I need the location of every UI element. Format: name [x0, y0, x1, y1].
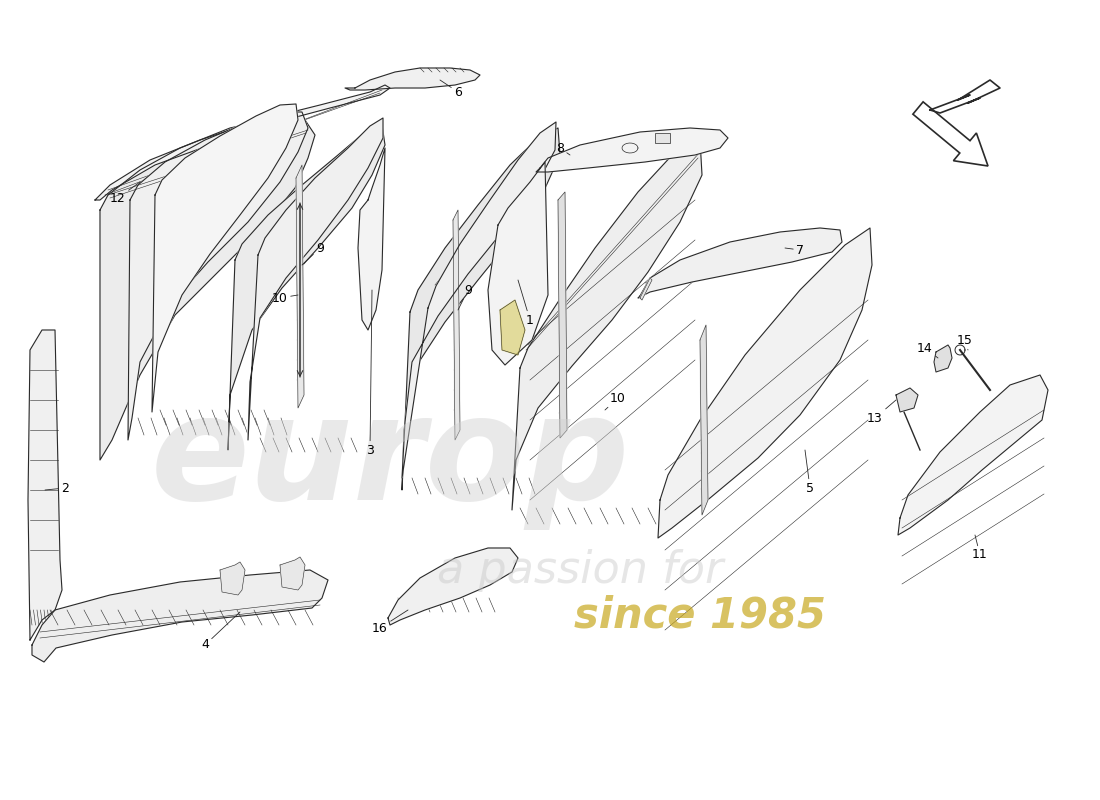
Polygon shape — [934, 345, 952, 372]
Polygon shape — [488, 162, 548, 365]
Polygon shape — [536, 128, 728, 172]
Polygon shape — [658, 228, 872, 538]
Text: 16: 16 — [372, 610, 408, 634]
Text: 10: 10 — [272, 291, 298, 305]
Polygon shape — [500, 300, 525, 355]
Polygon shape — [32, 570, 328, 662]
Polygon shape — [638, 228, 842, 298]
Bar — [654, 133, 670, 143]
Polygon shape — [296, 165, 304, 408]
Text: europ: europ — [151, 390, 629, 530]
Polygon shape — [152, 104, 298, 412]
Text: 5: 5 — [805, 450, 814, 494]
Text: 4: 4 — [201, 612, 240, 651]
Polygon shape — [558, 192, 566, 438]
Text: 1: 1 — [518, 280, 534, 326]
Polygon shape — [95, 85, 390, 200]
Text: 11: 11 — [972, 535, 988, 562]
Text: a passion for: a passion for — [437, 549, 723, 591]
Text: 2: 2 — [45, 482, 69, 494]
Polygon shape — [640, 278, 652, 300]
Polygon shape — [402, 122, 556, 478]
Polygon shape — [358, 148, 385, 330]
Text: 12: 12 — [110, 182, 140, 205]
Polygon shape — [220, 562, 245, 595]
Polygon shape — [248, 118, 383, 440]
Polygon shape — [453, 210, 460, 440]
Polygon shape — [28, 330, 62, 640]
Polygon shape — [512, 140, 702, 510]
Text: 13: 13 — [867, 400, 896, 425]
Polygon shape — [402, 128, 560, 490]
Polygon shape — [100, 118, 315, 460]
Text: 7: 7 — [785, 243, 804, 257]
Polygon shape — [228, 125, 385, 450]
FancyArrow shape — [913, 102, 988, 166]
Text: 9: 9 — [302, 242, 323, 265]
Text: 9: 9 — [458, 283, 472, 310]
Text: 8: 8 — [556, 142, 570, 155]
Polygon shape — [280, 557, 305, 590]
Polygon shape — [128, 112, 308, 440]
Polygon shape — [388, 548, 518, 625]
Text: 3: 3 — [366, 290, 374, 457]
Polygon shape — [930, 80, 1000, 113]
Polygon shape — [345, 68, 480, 90]
Text: 6: 6 — [440, 80, 462, 98]
Text: 14: 14 — [917, 342, 938, 358]
Text: since 1985: since 1985 — [574, 594, 826, 636]
Text: 10: 10 — [605, 391, 626, 410]
Polygon shape — [700, 325, 708, 515]
Polygon shape — [896, 388, 918, 412]
Polygon shape — [898, 375, 1048, 535]
Text: 15: 15 — [957, 334, 972, 350]
